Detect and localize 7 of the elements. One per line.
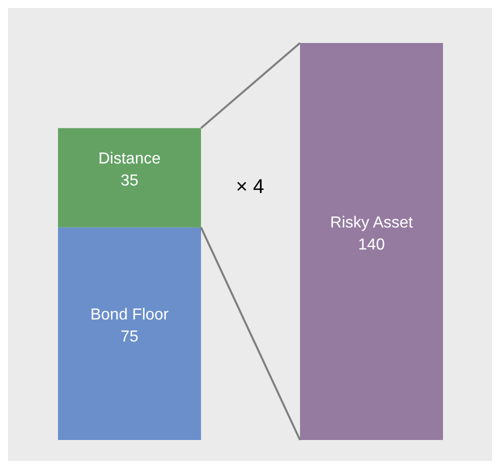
annotation: × 4: [234, 176, 266, 200]
data-label: 140: [358, 236, 385, 254]
series-label: Bond Floor: [90, 306, 170, 324]
series-label: Distance: [98, 150, 161, 168]
data-label: 75: [120, 328, 138, 346]
data-label: 35: [120, 172, 138, 190]
series-label: Risky Asset: [330, 214, 414, 232]
